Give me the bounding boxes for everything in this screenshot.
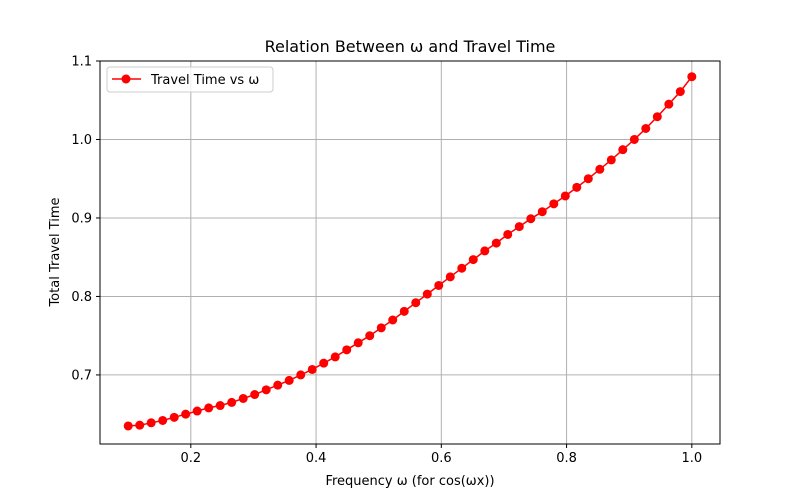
y-tick-label: 1.0 [71,133,92,148]
data-point [135,420,145,430]
data-point [422,289,432,299]
data-point [480,246,490,256]
data-point [491,238,501,248]
data-point [158,415,168,425]
data-point [399,306,409,316]
data-point [261,385,271,395]
data-point [123,421,133,431]
plot-frame [99,60,721,445]
y-tick-label: 0.9 [71,211,92,226]
x-axis-label: Frequency ω (for cos(ωx)) [325,474,494,489]
data-point [434,280,444,290]
data-point [560,191,570,201]
legend-marker-icon [121,74,131,84]
data-point [606,155,616,165]
data-point [629,134,639,144]
x-tick-label: 0.4 [306,451,327,466]
data-point [675,87,685,97]
data-point [273,380,283,390]
data-point [549,199,559,209]
data-point [284,375,294,385]
data-point [445,272,455,282]
data-point [503,229,513,239]
data-point [526,214,536,224]
x-tick-label: 0.2 [180,451,201,466]
y-tick-label: 0.8 [71,290,92,305]
data-point [319,358,329,368]
data-point [204,403,214,413]
x-tick-label: 1.0 [681,451,702,466]
data-point [227,397,237,407]
data-point [376,323,386,333]
data-point [664,99,674,109]
data-series [123,72,697,431]
chart-title: Relation Between ω and Travel Time [265,37,556,56]
grid [100,60,720,444]
data-point [192,406,202,416]
data-point [342,345,352,355]
data-point [330,352,340,362]
data-point [652,112,662,122]
data-point [595,164,605,174]
data-point [457,263,467,273]
data-point [146,418,156,428]
data-point [388,315,398,325]
data-point [411,298,421,308]
data-point [583,174,593,184]
y-tick-label: 1.1 [71,55,92,70]
x-tick-label: 0.8 [556,451,577,466]
legend-label: Travel Time vs ω [150,73,259,88]
data-point [250,390,260,400]
data-point [618,145,628,155]
data-point [537,207,547,217]
x-axis-ticks: 0.2 0.4 0.6 0.8 1.0 [180,444,702,466]
data-point [353,338,363,348]
data-point [514,222,524,232]
y-tick-label: 0.7 [71,368,92,383]
data-point [307,364,317,374]
y-axis-label: Total Travel Time [48,197,63,307]
data-point [641,123,651,133]
data-point [169,412,179,422]
legend: Travel Time vs ω [106,66,274,93]
y-axis-ticks: 0.7 0.8 0.9 1.0 1.1 [71,55,100,383]
data-point [181,409,191,419]
data-point [365,331,375,341]
data-point [296,370,306,380]
data-point [687,72,697,82]
data-point [215,401,225,411]
x-tick-label: 0.6 [431,451,452,466]
series-line [128,76,693,427]
legend-box [106,66,274,93]
data-point [468,255,478,265]
data-point [238,393,248,403]
data-point [572,182,582,192]
